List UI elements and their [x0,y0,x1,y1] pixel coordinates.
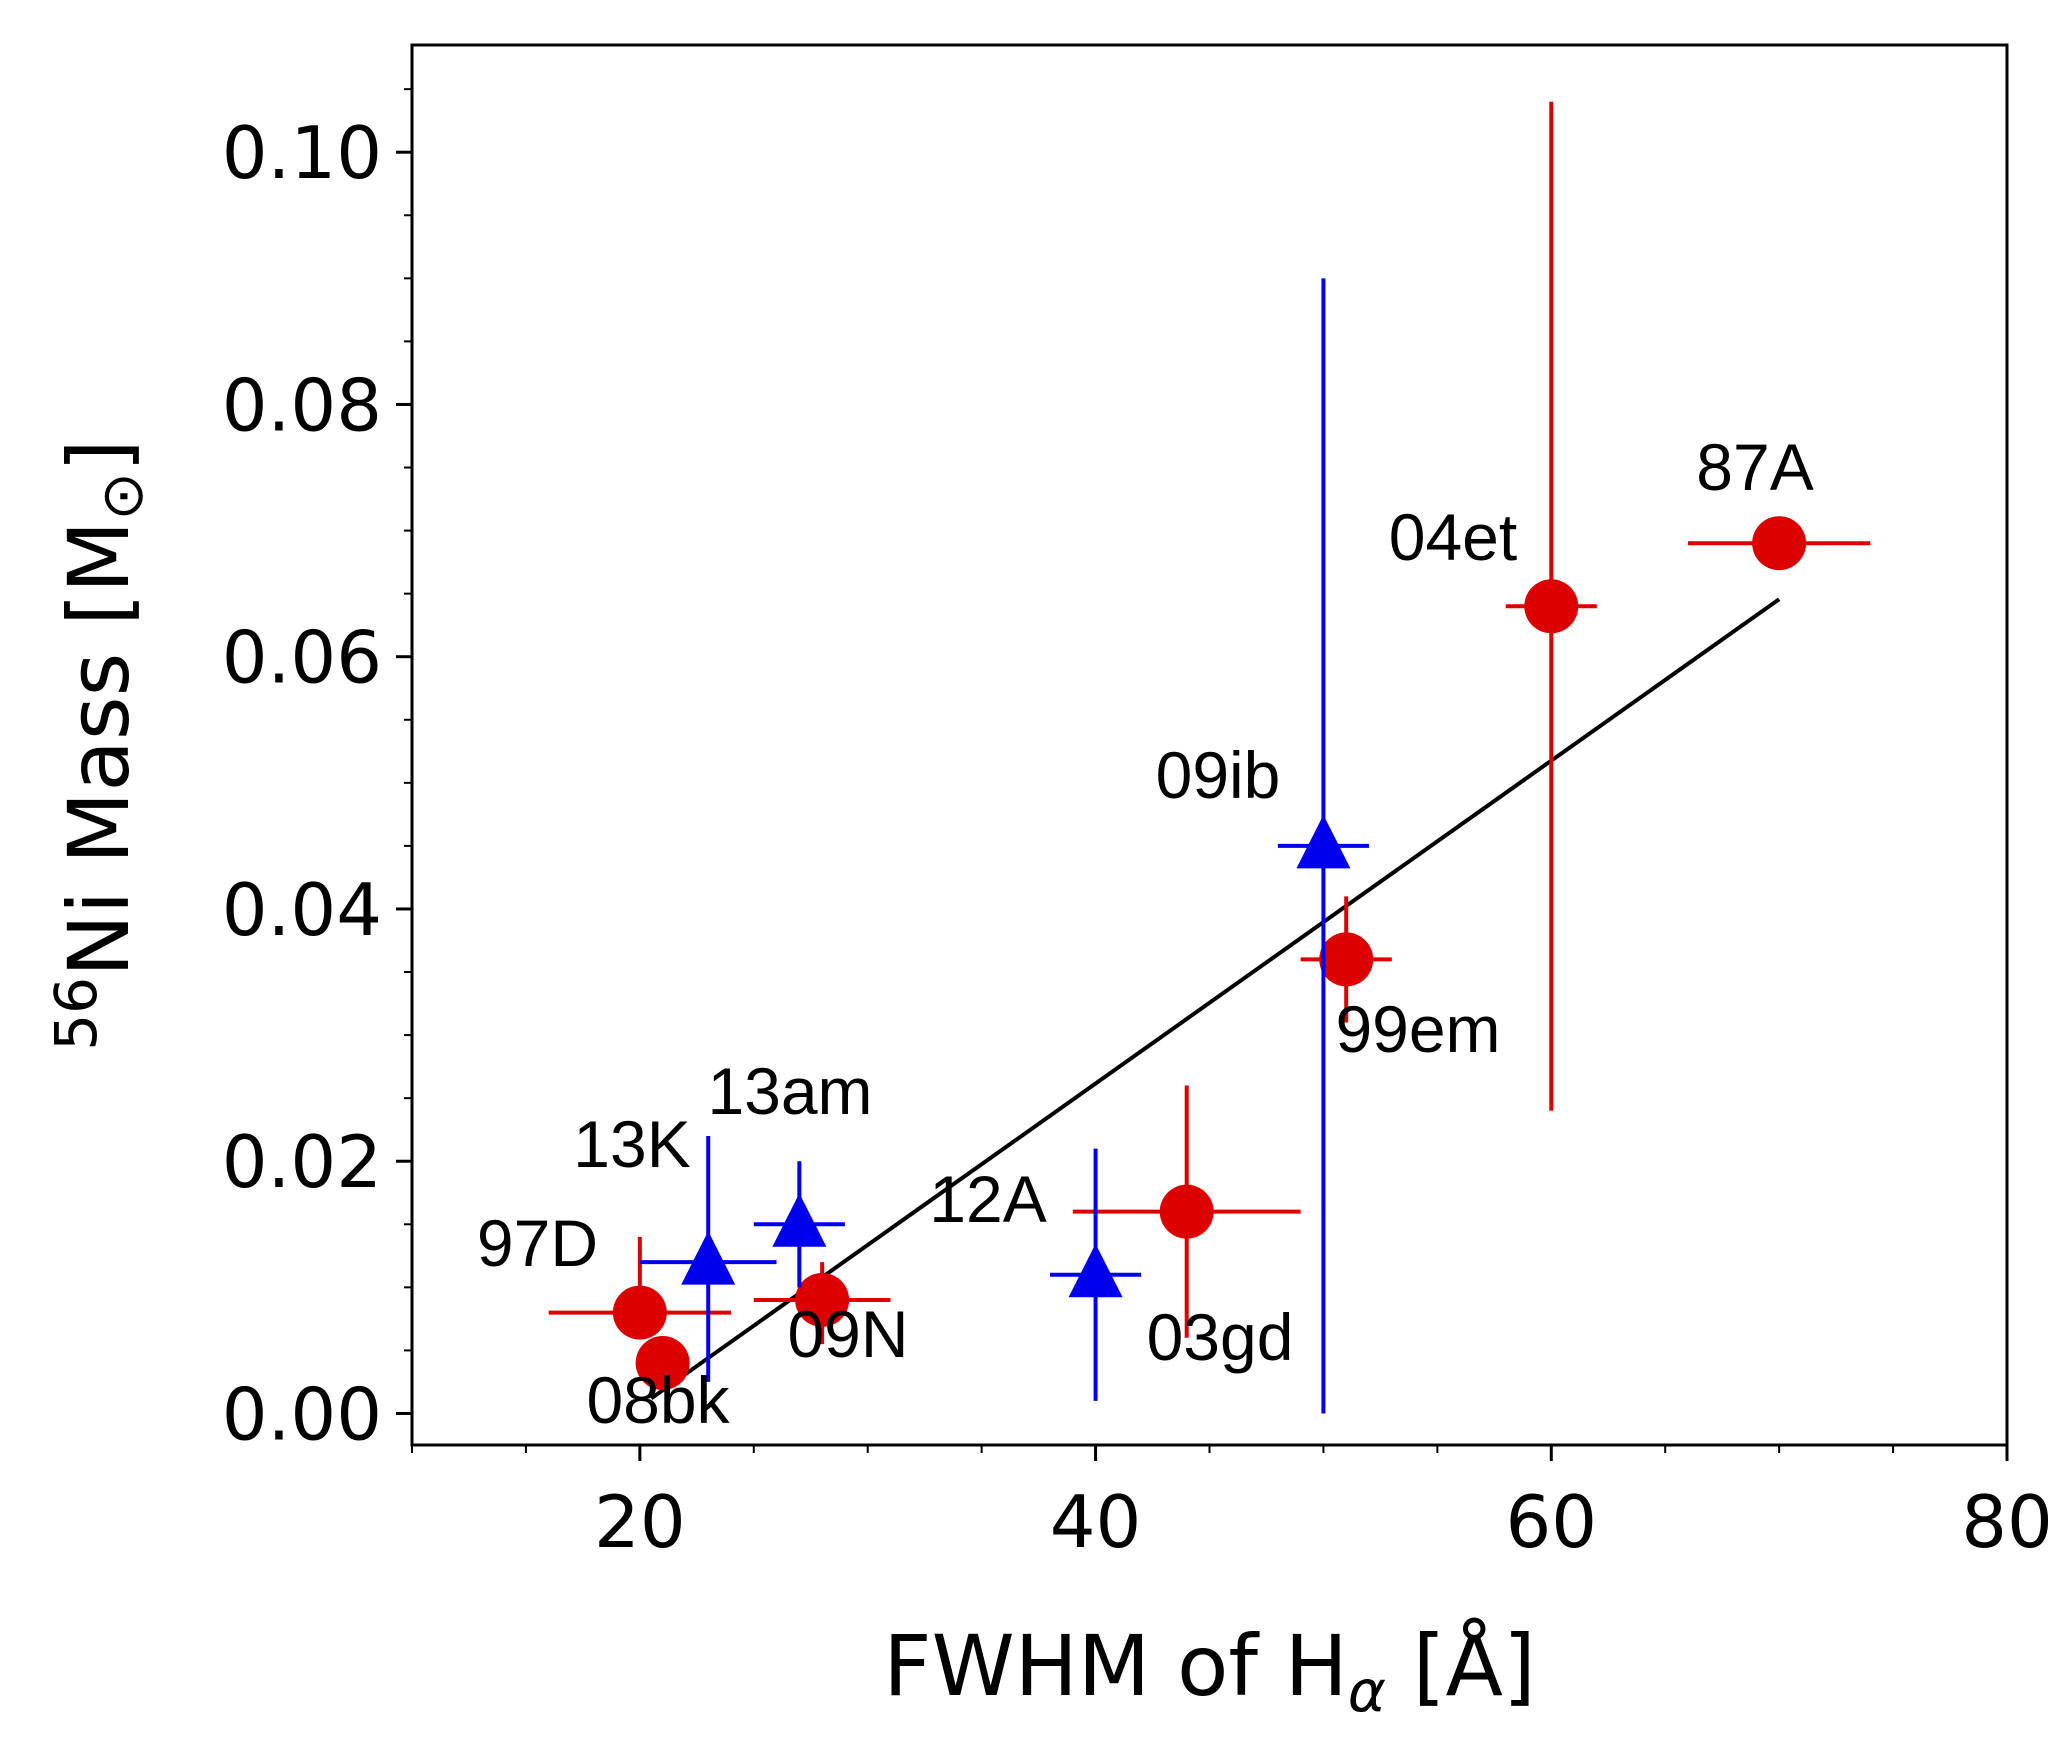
point-label: 08bk [586,1363,730,1437]
point-label: 04et [1389,500,1517,574]
triangle-marker [681,1231,736,1285]
x-axis-title-subscript: α [1348,1657,1386,1725]
point-label: 87A [1696,430,1813,504]
x-axis-title: FWHM of Hα [Å] [883,1616,1536,1725]
x-tick-label: 20 [594,1480,686,1564]
point-label: 12A [929,1162,1046,1236]
point-label: 09N [787,1297,908,1371]
y-tick-label: 0.08 [222,363,382,447]
y-axis-title-text: Ni Mass [M [50,521,148,977]
circle-marker [612,1285,667,1340]
point-label: 97D [477,1206,598,1280]
y-axis-title: 56Ni Mass [M⊙] [42,439,156,1051]
point-label: 13am [707,1054,872,1128]
x-axis-title-text: FWHM of H [883,1617,1348,1715]
x-tick-label: 40 [1050,1480,1142,1564]
y-axis-title-superscript: 56 [42,977,110,1051]
y-axis-title-sun-symbol: ⊙ [88,472,156,521]
circle-marker [1752,516,1807,571]
circle-marker [635,1336,690,1391]
point-label: 09ib [1156,738,1281,812]
point-label: 13K [573,1107,690,1181]
y-tick-label: 0.04 [222,868,382,952]
triangle-marker [1296,814,1351,869]
point-label: 03gd [1147,1300,1294,1374]
y-axis-title-close: ] [50,439,148,472]
fit-line [650,597,1781,1400]
circle-marker [795,1272,850,1327]
y-tick-label: 0.06 [222,616,382,700]
x-axis-title-unit: [Å] [1386,1616,1536,1715]
x-tick-label: 60 [1505,1480,1597,1564]
x-tick-label: 80 [1961,1480,2053,1564]
circle-marker [1159,1184,1214,1239]
circle-marker [1319,932,1374,987]
y-tick-label: 0.02 [222,1120,382,1204]
triangle-marker [772,1193,827,1247]
circle-marker [1524,579,1579,634]
point-label: 99em [1335,992,1500,1066]
y-tick-label: 0.10 [222,111,382,195]
triangle-marker [1068,1243,1123,1298]
y-tick-label: 0.00 [222,1372,382,1456]
